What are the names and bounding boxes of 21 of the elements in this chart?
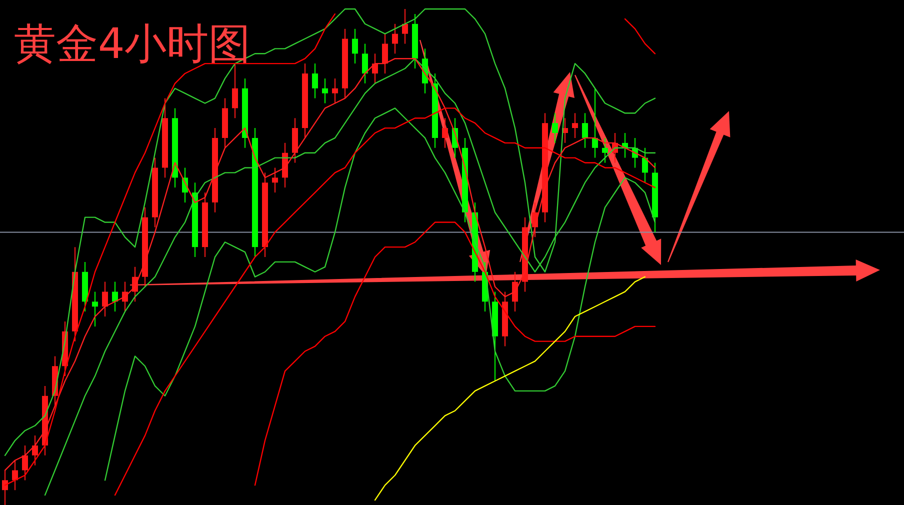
candlestick: [272, 167, 278, 194]
candlestick: [112, 281, 118, 312]
candlestick: [592, 88, 598, 158]
candlestick: [232, 63, 238, 119]
candlestick: [442, 118, 448, 148]
candlestick: [402, 8, 408, 44]
candlestick: [352, 28, 358, 64]
candlestick: [602, 137, 608, 164]
candlestick: [582, 112, 588, 148]
candlestick: [102, 281, 108, 318]
candlestick: [332, 78, 338, 104]
candlestick: [322, 78, 328, 104]
candlestick: [552, 112, 558, 144]
candlestick: [572, 112, 578, 138]
candlestick: [642, 147, 648, 184]
candlestick: [32, 435, 38, 466]
candlestick: [392, 23, 398, 54]
chart-title: 黄金4小时图: [14, 19, 251, 68]
candlestick: [362, 43, 368, 84]
candlestick: [92, 291, 98, 327]
candlestick: [312, 63, 318, 99]
